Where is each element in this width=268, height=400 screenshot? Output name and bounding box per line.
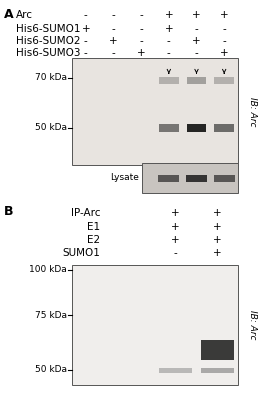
Bar	[72, 58, 238, 165]
Bar	[142, 163, 238, 193]
Text: -: -	[167, 36, 171, 46]
Bar	[72, 265, 238, 385]
Text: +: +	[81, 24, 90, 34]
Text: -: -	[167, 48, 171, 58]
Text: +: +	[213, 222, 222, 232]
Text: +: +	[213, 248, 222, 258]
Text: -: -	[112, 24, 116, 34]
Bar	[159, 76, 178, 84]
Text: -: -	[112, 48, 116, 58]
Text: -: -	[139, 36, 143, 46]
Text: +: +	[192, 36, 201, 46]
Text: +: +	[220, 48, 229, 58]
Text: +: +	[165, 10, 173, 20]
Text: +: +	[172, 222, 180, 232]
Bar	[187, 124, 206, 132]
Text: -: -	[84, 36, 88, 46]
Text: His6-SUMO2: His6-SUMO2	[16, 36, 80, 46]
Text: His6-SUMO3: His6-SUMO3	[16, 48, 80, 58]
Bar	[187, 76, 206, 84]
Bar	[158, 174, 179, 182]
Text: -: -	[195, 24, 198, 34]
Text: -: -	[139, 24, 143, 34]
Text: +: +	[192, 10, 201, 20]
Text: 100 kDa: 100 kDa	[29, 266, 67, 274]
Bar	[214, 76, 234, 84]
Text: Lysate: Lysate	[110, 174, 139, 182]
Text: -: -	[139, 10, 143, 20]
Text: +: +	[172, 208, 180, 218]
Text: E2: E2	[87, 235, 100, 245]
Text: -: -	[84, 48, 88, 58]
Text: -: -	[222, 24, 226, 34]
Text: +: +	[165, 24, 173, 34]
Text: -: -	[174, 248, 178, 258]
Bar	[186, 174, 207, 182]
Text: +: +	[109, 36, 118, 46]
Text: IB: Arc: IB: Arc	[248, 310, 256, 340]
Bar	[159, 368, 192, 372]
Text: 50 kDa: 50 kDa	[35, 366, 67, 374]
Text: SUMO1: SUMO1	[62, 248, 100, 258]
Text: 70 kDa: 70 kDa	[35, 74, 67, 82]
Text: E1: E1	[87, 222, 100, 232]
Bar	[159, 124, 178, 132]
Text: IP-Arc: IP-Arc	[70, 208, 100, 218]
Bar	[201, 340, 234, 360]
Text: 75 kDa: 75 kDa	[35, 310, 67, 320]
Text: -: -	[112, 10, 116, 20]
Text: +: +	[220, 10, 229, 20]
Text: His6-SUMO1: His6-SUMO1	[16, 24, 80, 34]
Text: A: A	[4, 8, 14, 21]
Text: -: -	[195, 48, 198, 58]
Text: +: +	[172, 235, 180, 245]
Text: +: +	[213, 235, 222, 245]
Text: +: +	[137, 48, 146, 58]
Text: B: B	[4, 205, 13, 218]
Text: 50 kDa: 50 kDa	[35, 124, 67, 132]
Text: -: -	[84, 10, 88, 20]
Text: Arc: Arc	[16, 10, 33, 20]
Bar	[214, 124, 234, 132]
Text: -: -	[222, 36, 226, 46]
Text: +: +	[213, 208, 222, 218]
Bar	[214, 174, 234, 182]
Text: IB: Arc: IB: Arc	[248, 97, 256, 126]
Bar	[201, 368, 234, 372]
